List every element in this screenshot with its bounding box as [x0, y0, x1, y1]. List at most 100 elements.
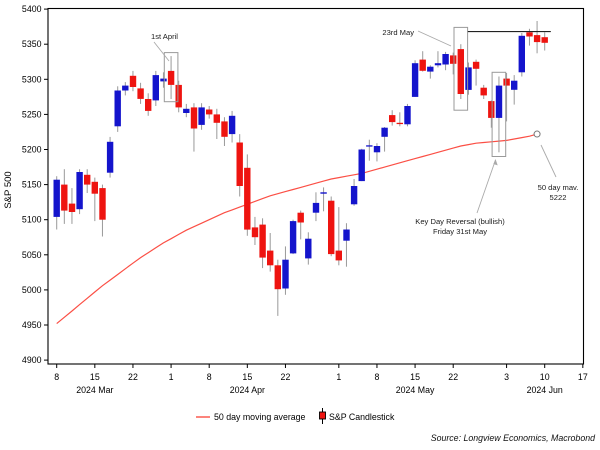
candle — [503, 73, 510, 122]
candle — [381, 127, 388, 152]
candle — [427, 65, 434, 79]
svg-text:15: 15 — [90, 372, 100, 382]
svg-text:2024 May: 2024 May — [396, 385, 435, 395]
svg-text:8: 8 — [207, 372, 212, 382]
svg-text:5200: 5200 — [22, 145, 42, 155]
candle — [114, 86, 121, 132]
candle — [518, 33, 525, 77]
svg-text:4950: 4950 — [22, 320, 42, 330]
plot-area: 5400 5350 5300 5250 5200 5150 5100 5050 5000 4950… — [22, 4, 588, 395]
annotation-23rd-may: 23rd May — [382, 28, 414, 37]
candle — [175, 80, 182, 113]
candle — [373, 143, 381, 162]
svg-text:5050: 5050 — [22, 250, 42, 260]
annotation-50day-mav-label: 50 day mav. — [538, 183, 579, 192]
y-axis-title: S&P 500 — [3, 171, 14, 208]
candle — [99, 184, 106, 237]
candle — [305, 232, 312, 265]
svg-text:15: 15 — [410, 372, 420, 382]
source-credit: Source: Longview Economics, Macrobond — [431, 433, 596, 443]
annotation-key-day-reversal-line1: Key Day Reversal (bullish) — [415, 217, 505, 226]
plot-frame — [47, 7, 585, 365]
svg-text:15: 15 — [242, 372, 252, 382]
candles — [53, 21, 548, 316]
svg-text:22: 22 — [448, 372, 458, 382]
svg-text:1: 1 — [169, 372, 174, 382]
candle — [328, 196, 335, 257]
candle — [145, 93, 152, 116]
candle — [236, 134, 243, 197]
y-axis: 5400 5350 5300 5250 5200 5150 5100 5050 5000 4950… — [22, 4, 48, 365]
candle — [76, 169, 83, 215]
candle — [206, 106, 213, 119]
candle — [221, 117, 228, 146]
svg-text:5300: 5300 — [22, 74, 42, 84]
candle — [289, 219, 297, 255]
candle — [411, 60, 419, 97]
candle — [350, 179, 358, 206]
svg-text:2024 Jun: 2024 Jun — [527, 385, 563, 395]
legend-candle-label: S&P Candlestick — [329, 412, 395, 422]
candle — [389, 110, 396, 126]
candle — [61, 169, 68, 224]
candle — [68, 188, 76, 224]
candle — [160, 72, 167, 88]
ma-line — [56, 133, 538, 325]
candle — [129, 70, 137, 92]
candle — [183, 103, 190, 118]
candle — [511, 75, 518, 105]
svg-text:5250: 5250 — [22, 109, 42, 119]
annotation-key-day-reversal-line2: Friday 31st May — [433, 227, 487, 236]
svg-text:5350: 5350 — [22, 39, 42, 49]
candle — [541, 32, 548, 51]
svg-text:5000: 5000 — [22, 285, 42, 295]
arrowhead — [493, 159, 498, 166]
svg-text:5150: 5150 — [22, 180, 42, 190]
candle — [167, 56, 175, 99]
highlight-box — [491, 71, 507, 157]
candle — [259, 218, 266, 269]
candle — [274, 259, 281, 316]
svg-text:5100: 5100 — [22, 215, 42, 225]
candle — [228, 110, 236, 143]
candle — [335, 207, 342, 266]
candle — [91, 177, 98, 222]
legend: 50 day moving average S&P Candlestick — [196, 408, 395, 424]
candle — [343, 223, 350, 267]
candle — [312, 192, 320, 222]
candle — [358, 148, 365, 182]
candle — [465, 62, 472, 95]
candle — [450, 52, 457, 75]
candle — [404, 103, 411, 127]
svg-text:4900: 4900 — [22, 355, 42, 365]
svg-text:1: 1 — [336, 372, 341, 382]
candle — [152, 70, 159, 106]
highlight-box — [453, 26, 469, 111]
candle — [297, 210, 304, 240]
svg-text:22: 22 — [128, 372, 138, 382]
highlight-box — [163, 52, 179, 103]
candle — [488, 100, 495, 128]
candle — [213, 108, 220, 139]
svg-text:10: 10 — [540, 372, 550, 382]
candle — [122, 82, 129, 96]
candle — [244, 154, 251, 236]
candle — [533, 21, 541, 54]
candle — [434, 51, 442, 68]
svg-text:8: 8 — [54, 372, 59, 382]
candle — [366, 139, 373, 161]
svg-text:3: 3 — [504, 372, 509, 382]
annotation-leaders — [153, 30, 557, 214]
candle — [251, 216, 259, 245]
svg-text:2024 Apr: 2024 Apr — [230, 385, 265, 395]
x-axis: 8 15 22 1 8 15 22 1 8 15 22 3 10 17 2024 Mar 2024 Apr 20… — [54, 364, 588, 395]
annotation-50day-mav-value: 5222 — [550, 193, 567, 202]
ma-end-marker — [533, 130, 541, 138]
candle — [198, 103, 205, 130]
legend-ma-label: 50 day moving average — [214, 412, 306, 422]
legend-candle-icon — [319, 408, 326, 424]
svg-text:5400: 5400 — [22, 4, 42, 14]
candle — [84, 169, 91, 193]
svg-text:2024 Mar: 2024 Mar — [76, 385, 113, 395]
